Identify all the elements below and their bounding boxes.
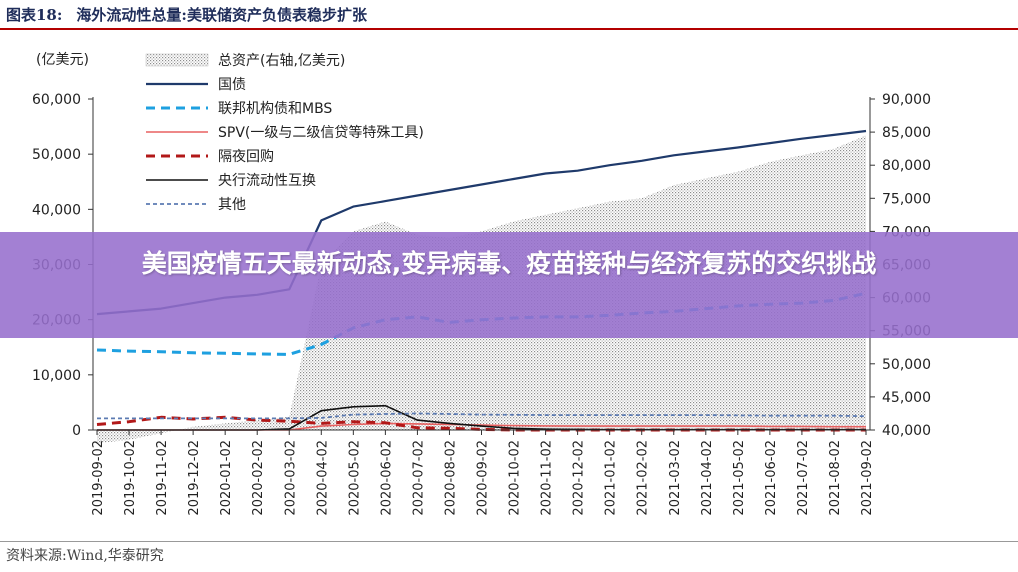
right-tick-label: 80,000 (882, 158, 931, 174)
x-tick-label: 2021-09-02 (860, 440, 875, 516)
right-tick-label: 50,000 (882, 357, 931, 373)
legend-label-4: 隔夜回购 (218, 149, 274, 165)
left-tick-label: 40,000 (32, 202, 81, 218)
overlay-banner (0, 232, 1018, 338)
x-tick-label: 2020-06-02 (379, 440, 394, 516)
x-tick-label: 2020-11-02 (540, 440, 555, 516)
legend-label-0: 总资产(右轴,亿美元) (218, 53, 345, 69)
right-tick-label: 40,000 (882, 423, 931, 439)
x-tick-label: 2021-08-02 (828, 440, 843, 516)
x-tick-label: 2020-01-02 (219, 440, 234, 516)
x-tick-label: 2020-02-02 (251, 440, 266, 516)
figure-number: 图表18: (6, 6, 63, 24)
x-tick-label: 2019-11-02 (155, 440, 170, 516)
x-tick-label: 2020-03-02 (283, 440, 298, 516)
x-tick-label: 2020-10-02 (508, 440, 523, 516)
x-tick-label: 2021-04-02 (700, 440, 715, 516)
legend-swatch-total-assets (145, 53, 209, 67)
legend-label-5: 央行流动性互换 (218, 172, 316, 189)
x-tick-label: 2020-04-02 (315, 440, 330, 516)
legend-label-1: 国债 (218, 77, 246, 93)
x-tick-label: 2020-09-02 (476, 440, 491, 516)
series-line-5 (97, 412, 867, 420)
right-tick-label: 85,000 (882, 125, 931, 141)
x-tick-label: 2020-12-02 (572, 440, 587, 516)
x-tick-label: 2021-01-02 (604, 440, 619, 516)
x-tick-label: 2021-07-02 (796, 440, 811, 516)
left-tick-label: 60,000 (32, 92, 81, 108)
right-tick-label: 75,000 (882, 191, 931, 207)
right-tick-label: 90,000 (882, 92, 931, 108)
source-rule (0, 541, 1018, 542)
x-tick-label: 2020-08-02 (443, 440, 458, 516)
legend-label-6: 其他 (218, 197, 246, 213)
left-tick-label: 0 (72, 423, 81, 439)
right-tick-label: 45,000 (882, 390, 931, 406)
left-tick-label: 50,000 (32, 147, 81, 163)
left-axis-unit: (亿美元) (36, 52, 89, 68)
x-tick-label: 2020-05-02 (347, 440, 362, 516)
x-tick-label: 2019-12-02 (187, 440, 202, 516)
overlay-banner-text: 美国疫情五天最新动态,变异病毒、疫苗接种与经济复苏的交织挑战 (141, 249, 877, 278)
x-tick-label: 2020-07-02 (411, 440, 426, 516)
x-tick-label: 2021-02-02 (636, 440, 651, 516)
figure-title-text: 海外流动性总量:美联储资产负债表稳步扩张 (76, 6, 367, 24)
x-tick-label: 2019-09-02 (91, 440, 106, 516)
x-tick-label: 2021-03-02 (668, 440, 683, 516)
title-rule (0, 28, 1018, 30)
legend-label-3: SPV(一级与二级信贷等特殊工具) (218, 124, 424, 141)
left-tick-label: 10,000 (32, 368, 81, 384)
x-tick-label: 2021-06-02 (764, 440, 779, 516)
figure-title: 图表18: 海外流动性总量:美联储资产负债表稳步扩张 (6, 4, 367, 25)
series-line-3 (96, 415, 866, 432)
legend-label-2: 联邦机构债和MBS (218, 101, 332, 117)
source-note: 资料来源:Wind,华泰研究 (6, 548, 164, 564)
x-tick-label: 2019-10-02 (123, 440, 138, 516)
x-tick-label: 2021-05-02 (732, 440, 747, 516)
